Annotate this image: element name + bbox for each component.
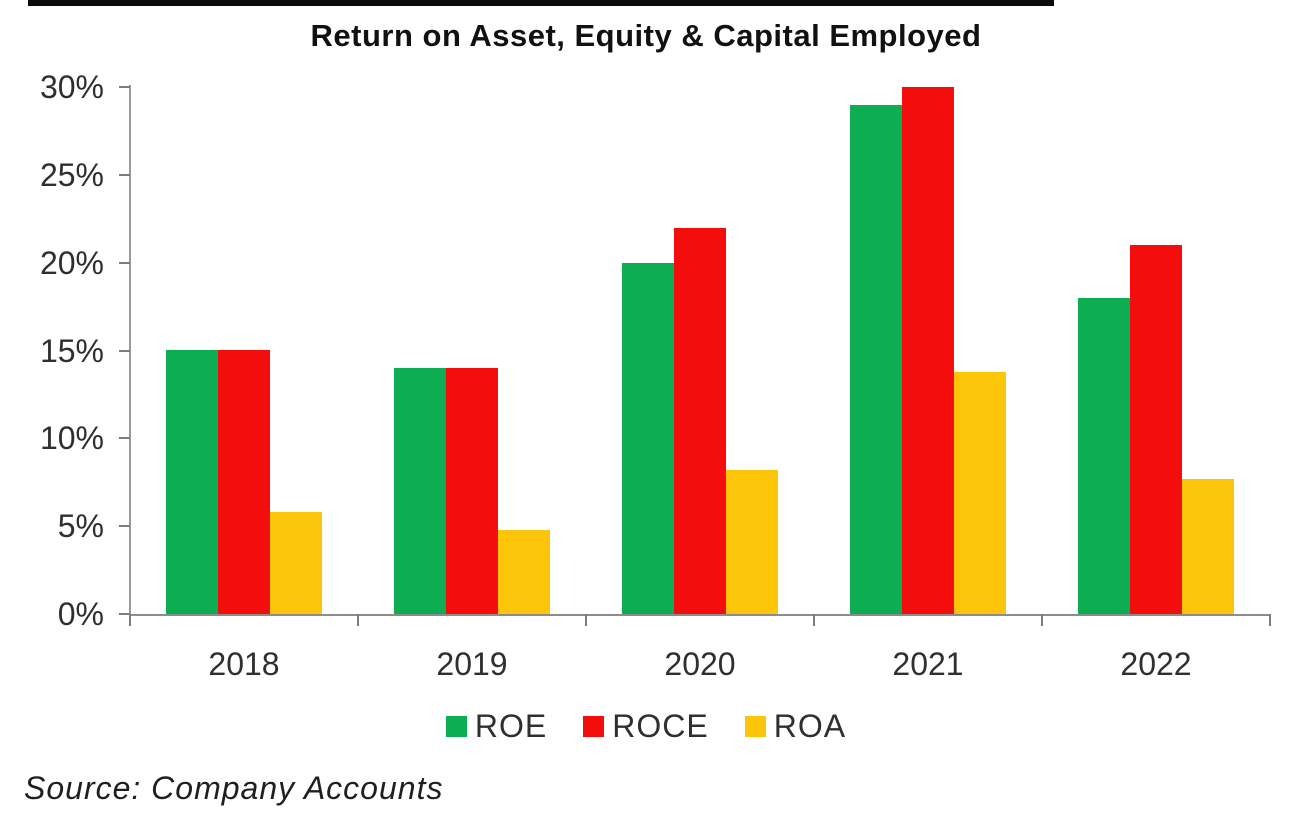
legend: ROE ROCE ROA — [0, 708, 1292, 745]
y-axis-tick-label: 0% — [57, 596, 104, 632]
legend-swatch-icon — [744, 716, 766, 737]
x-axis-tick-mark — [129, 614, 131, 626]
y-axis-tick-label: 15% — [39, 332, 104, 369]
bar-roce-2020 — [674, 228, 726, 614]
y-axis-tick-label: 25% — [39, 156, 104, 193]
x-axis-tick-mark — [585, 614, 587, 626]
bar-roa-2022 — [1182, 479, 1234, 614]
legend-label: ROA — [773, 708, 847, 744]
bar-roe-2020 — [622, 263, 674, 614]
x-axis-line — [129, 614, 1271, 616]
legend-swatch-icon — [445, 716, 467, 737]
x-axis-category-label: 2021 — [892, 646, 964, 682]
source-note: Source: Company Accounts — [24, 770, 444, 806]
y-axis-line — [129, 85, 131, 616]
bar-roa-2020 — [726, 470, 778, 614]
top-rule — [28, 0, 1054, 6]
bar-roa-2019 — [498, 530, 550, 614]
x-axis-tick-mark — [1041, 614, 1043, 626]
x-axis-category-label: 2020 — [664, 646, 736, 682]
bar-roe-2021 — [850, 105, 902, 614]
y-axis-tick-mark — [119, 261, 130, 264]
bar-roe-2022 — [1078, 298, 1130, 614]
y-axis-tick-label: 10% — [39, 420, 104, 457]
bar-roce-2018 — [218, 350, 270, 614]
bar-roce-2021 — [902, 87, 954, 614]
y-axis-tick-label: 5% — [57, 508, 104, 545]
y-axis-tick-mark — [119, 525, 130, 528]
x-axis-tick-mark — [357, 614, 359, 626]
legend-label: ROCE — [612, 708, 709, 744]
bar-roce-2022 — [1130, 245, 1182, 614]
bar-roce-2019 — [446, 368, 498, 614]
legend-label: ROE — [474, 708, 548, 744]
bar-roe-2019 — [394, 368, 446, 614]
legend-item-roe: ROE — [445, 708, 548, 745]
x-axis-tick-mark — [813, 614, 815, 626]
bar-roa-2018 — [270, 512, 322, 614]
x-axis-category-label: 2019 — [436, 646, 508, 682]
legend-item-roa: ROA — [744, 708, 847, 745]
y-axis-tick-mark — [119, 613, 130, 615]
x-axis-tick-mark — [1269, 614, 1271, 626]
y-axis-tick-mark — [119, 173, 130, 176]
y-axis-tick-label: 20% — [39, 244, 104, 281]
y-axis-tick-mark — [119, 86, 130, 88]
y-axis-tick-mark — [119, 437, 130, 440]
legend-swatch-icon — [583, 716, 605, 737]
x-axis-category-label: 2018 — [208, 646, 280, 682]
y-axis-tick-mark — [119, 349, 130, 352]
bar-roa-2021 — [954, 372, 1006, 614]
y-axis-tick-label: 30% — [39, 69, 104, 105]
chart-title: Return on Asset, Equity & Capital Employ… — [310, 18, 982, 53]
legend-item-roce: ROCE — [583, 708, 708, 745]
bar-roe-2018 — [166, 350, 218, 614]
x-axis-category-label: 2022 — [1120, 646, 1192, 682]
